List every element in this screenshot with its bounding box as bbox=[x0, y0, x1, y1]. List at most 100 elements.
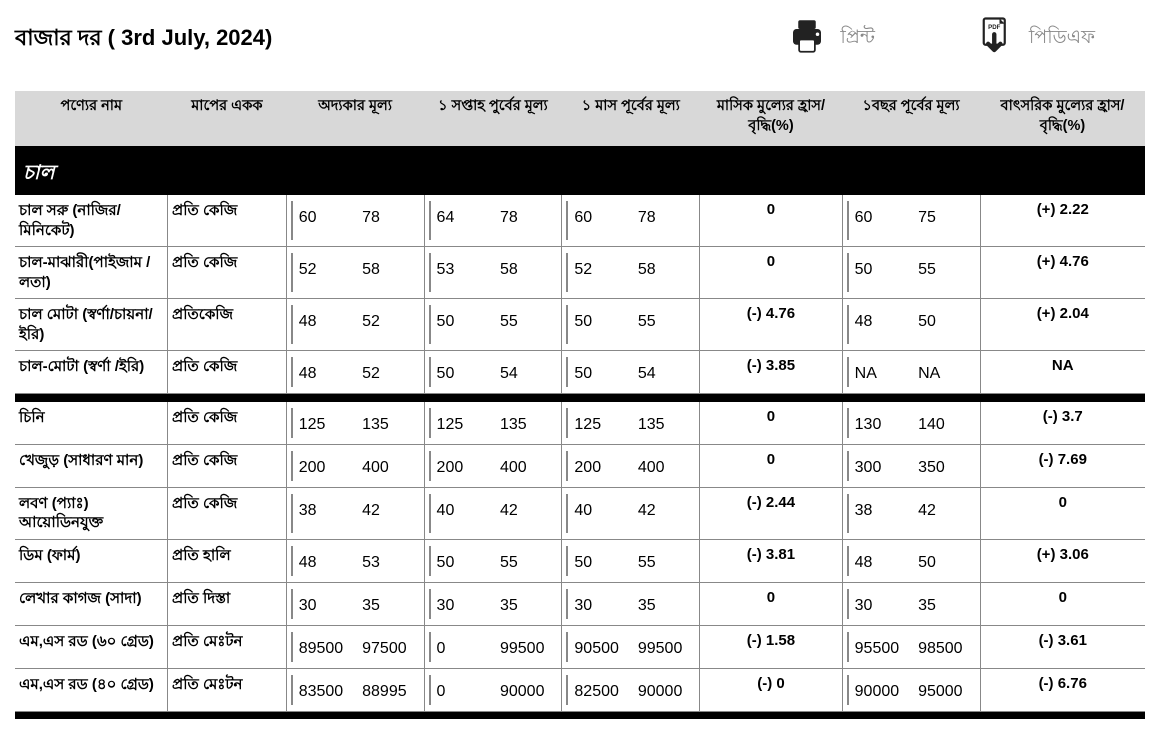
price-max: 53 bbox=[356, 546, 419, 576]
product-name: চাল মোটা (স্বর্ণা/চায়না/ইরি) bbox=[15, 299, 168, 351]
table-row: এম,এস রড (৬০ গ্রেড) প্রতি মেঃটন 89500 97… bbox=[15, 625, 1145, 668]
price-max: 42 bbox=[356, 494, 419, 533]
table-row: চাল সরু (নাজির/মিনিকেট) প্রতি কেজি 60 78… bbox=[15, 195, 1145, 247]
price-max: 42 bbox=[632, 494, 695, 533]
year-pct: (+) 3.06 bbox=[980, 539, 1145, 582]
price-max: 99500 bbox=[494, 632, 557, 662]
price-pair: 48 53 bbox=[286, 539, 424, 582]
year-pct: (-) 3.7 bbox=[980, 402, 1145, 445]
price-min: 30 bbox=[847, 589, 912, 619]
price-max: 140 bbox=[912, 408, 975, 438]
price-pair: 200 400 bbox=[286, 444, 424, 487]
price-min: 0 bbox=[429, 632, 494, 662]
year-pct: (-) 7.69 bbox=[980, 444, 1145, 487]
top-bar: বাজার দর ( 3rd July, 2024) প্রিন্ট PDF bbox=[15, 15, 1145, 63]
price-pair: 40 42 bbox=[424, 487, 562, 539]
product-name: লেখার কাগজ (সাদা) bbox=[15, 582, 168, 625]
price-max: 55 bbox=[494, 546, 557, 576]
action-group: প্রিন্ট PDF পিডিএফ bbox=[786, 15, 1095, 63]
price-max: 55 bbox=[632, 546, 695, 576]
price-min: 90000 bbox=[847, 675, 912, 705]
price-pair: 30 35 bbox=[842, 582, 980, 625]
price-min: 0 bbox=[429, 675, 494, 705]
price-min: 60 bbox=[291, 201, 356, 240]
product-name: লবণ (প্যাঃ) আয়োডিনযুক্ত bbox=[15, 487, 168, 539]
price-min: 60 bbox=[847, 201, 912, 240]
price-pair: 64 78 bbox=[424, 195, 562, 247]
price-max: 95000 bbox=[912, 675, 975, 705]
price-min: 48 bbox=[847, 546, 912, 576]
price-pair: 125 135 bbox=[286, 402, 424, 445]
product-name: চিনি bbox=[15, 402, 168, 445]
price-pair: 48 52 bbox=[286, 299, 424, 351]
price-max: 135 bbox=[494, 408, 557, 438]
unit: প্রতি কেজি bbox=[168, 402, 287, 445]
product-name: এম,এস রড (৬০ গ্রেড) bbox=[15, 625, 168, 668]
price-min: 50 bbox=[847, 253, 912, 292]
price-max: 35 bbox=[912, 589, 975, 619]
price-pair: 60 75 bbox=[842, 195, 980, 247]
price-min: 50 bbox=[429, 546, 494, 576]
product-name: ডিম (ফার্ম) bbox=[15, 539, 168, 582]
price-max: 400 bbox=[494, 451, 557, 481]
table-body: চাল চাল সরু (নাজির/মিনিকেট) প্রতি কেজি 6… bbox=[15, 146, 1145, 719]
price-pair: 60 78 bbox=[286, 195, 424, 247]
page-title: বাজার দর ( 3rd July, 2024) bbox=[15, 21, 272, 58]
price-max: 55 bbox=[494, 305, 557, 344]
col-year-pct: বাৎসরিক মুল্যের হ্রাস/বৃদ্ধি(%) bbox=[980, 91, 1145, 146]
month-pct: 0 bbox=[700, 402, 842, 445]
price-max: 58 bbox=[356, 253, 419, 292]
price-max: 58 bbox=[632, 253, 695, 292]
col-product-name: পণ্যের নাম bbox=[15, 91, 168, 146]
price-pair: 48 50 bbox=[842, 299, 980, 351]
unit: প্রতি কেজি bbox=[168, 195, 287, 247]
price-min: NA bbox=[847, 357, 912, 387]
price-max: 52 bbox=[356, 357, 419, 387]
price-min: 53 bbox=[429, 253, 494, 292]
price-max: 54 bbox=[494, 357, 557, 387]
price-min: 82500 bbox=[566, 675, 631, 705]
price-pair: 130 140 bbox=[842, 402, 980, 445]
price-min: 40 bbox=[566, 494, 631, 533]
table-row: লেখার কাগজ (সাদা) প্রতি দিস্তা 30 35 30 … bbox=[15, 582, 1145, 625]
price-min: 64 bbox=[429, 201, 494, 240]
product-name: চাল-মাঝারী(পাইজাম /লতা) bbox=[15, 247, 168, 299]
price-max: 97500 bbox=[356, 632, 419, 662]
month-pct: (-) 1.58 bbox=[700, 625, 842, 668]
category-row: চাল bbox=[15, 154, 1145, 195]
year-pct: (+) 2.04 bbox=[980, 299, 1145, 351]
month-pct: (-) 2.44 bbox=[700, 487, 842, 539]
month-pct: (-) 0 bbox=[700, 668, 842, 711]
price-pair: 90000 95000 bbox=[842, 668, 980, 711]
year-pct: (-) 6.76 bbox=[980, 668, 1145, 711]
unit: প্রতি কেজি bbox=[168, 351, 287, 394]
product-name: এম,এস রড (৪০ গ্রেড) bbox=[15, 668, 168, 711]
price-min: 48 bbox=[291, 546, 356, 576]
unit: প্রতি মেঃটন bbox=[168, 668, 287, 711]
price-min: 30 bbox=[429, 589, 494, 619]
price-max: 99500 bbox=[632, 632, 695, 662]
pdf-button[interactable]: PDF পিডিএফ bbox=[975, 15, 1095, 63]
year-pct: (+) 2.22 bbox=[980, 195, 1145, 247]
price-min: 89500 bbox=[291, 632, 356, 662]
unit: প্রতিকেজি bbox=[168, 299, 287, 351]
price-max: 90000 bbox=[494, 675, 557, 705]
print-button[interactable]: প্রিন্ট bbox=[786, 15, 875, 63]
product-name: খেজুড় (সাধারণ মান) bbox=[15, 444, 168, 487]
price-pair: 30 35 bbox=[286, 582, 424, 625]
price-pair: 200 400 bbox=[562, 444, 700, 487]
price-min: 50 bbox=[429, 305, 494, 344]
price-max: 400 bbox=[356, 451, 419, 481]
table-row: চাল মোটা (স্বর্ণা/চায়না/ইরি) প্রতিকেজি … bbox=[15, 299, 1145, 351]
price-min: 38 bbox=[291, 494, 356, 533]
price-max: 58 bbox=[494, 253, 557, 292]
price-pair: 60 78 bbox=[562, 195, 700, 247]
unit: প্রতি কেজি bbox=[168, 487, 287, 539]
price-pair: 50 55 bbox=[424, 539, 562, 582]
price-pair: 89500 97500 bbox=[286, 625, 424, 668]
price-min: 50 bbox=[429, 357, 494, 387]
table-row: লবণ (প্যাঃ) আয়োডিনযুক্ত প্রতি কেজি 38 4… bbox=[15, 487, 1145, 539]
price-pair: 52 58 bbox=[286, 247, 424, 299]
year-pct: (+) 4.76 bbox=[980, 247, 1145, 299]
month-pct: (-) 3.85 bbox=[700, 351, 842, 394]
